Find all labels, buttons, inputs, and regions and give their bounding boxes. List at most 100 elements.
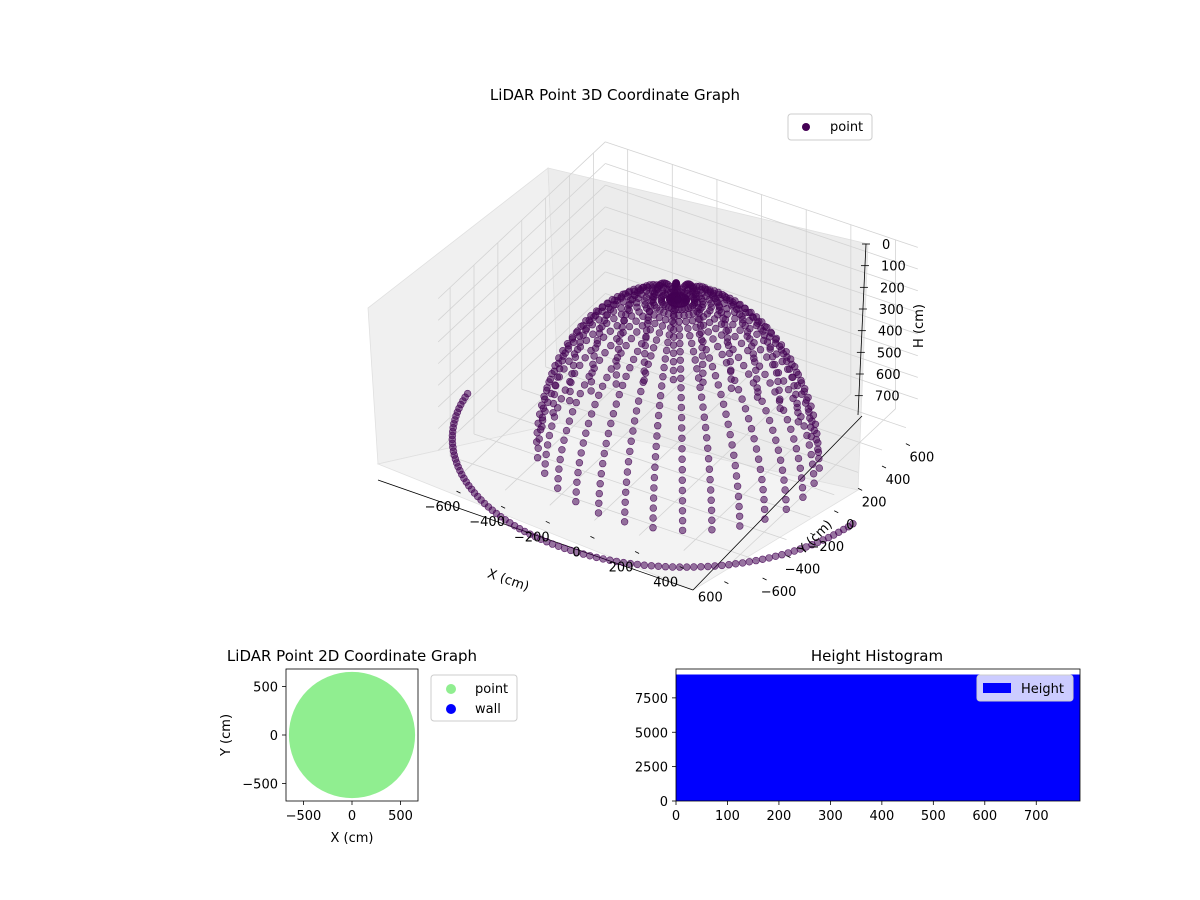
point-marker — [584, 419, 593, 428]
point-marker — [723, 338, 732, 346]
point-marker — [642, 332, 650, 341]
point-marker — [553, 404, 562, 412]
point-marker — [708, 363, 717, 371]
point-marker — [599, 333, 608, 341]
point-marker — [653, 432, 661, 440]
point-marker — [705, 465, 714, 473]
point-marker — [582, 429, 590, 437]
point-marker — [560, 365, 568, 373]
point-marker — [560, 544, 569, 553]
point-marker — [560, 436, 568, 444]
point-marker — [701, 423, 710, 432]
point-marker — [660, 363, 668, 372]
point-marker — [612, 371, 621, 379]
histogram-ticks: 0 100 200 300 400 500 600 700 0 2500 5000 7500 — [635, 692, 1049, 824]
point-marker — [759, 486, 767, 494]
point-marker — [776, 404, 784, 413]
point-marker — [575, 459, 584, 467]
point-marker — [613, 322, 621, 330]
point-marker — [756, 346, 765, 354]
legend-3d-label: point — [830, 120, 863, 135]
point-marker — [750, 435, 758, 443]
x-tick-label: 400 — [653, 576, 678, 591]
point-marker — [677, 384, 685, 392]
legend-3d-marker — [802, 123, 810, 131]
point-marker — [639, 312, 647, 320]
point-marker — [689, 347, 698, 356]
point-marker — [609, 410, 618, 418]
point-marker — [593, 340, 601, 348]
z-tick-label: 100 — [881, 260, 906, 275]
point-marker — [702, 346, 710, 354]
point-marker — [541, 460, 549, 468]
point-marker — [813, 429, 821, 438]
point-marker — [612, 357, 620, 365]
point-marker — [624, 458, 633, 466]
point-marker — [678, 516, 687, 525]
point-marker — [746, 335, 754, 343]
point-marker — [792, 390, 800, 399]
point-marker — [771, 552, 780, 560]
point-marker — [662, 346, 671, 355]
z-axis-label: H (cm) — [912, 304, 927, 348]
point-marker — [731, 560, 740, 568]
legend-2d-wall-marker — [446, 704, 456, 714]
point-marker — [696, 383, 704, 392]
legend-2d-point-marker — [446, 684, 456, 694]
point-marker — [798, 484, 807, 492]
point-marker — [650, 473, 659, 482]
point-marker — [625, 322, 634, 331]
point-marker — [602, 319, 611, 327]
point-marker — [651, 319, 659, 328]
point-marker — [652, 336, 661, 344]
point-marker — [735, 512, 744, 520]
point-marker — [649, 504, 657, 512]
point-marker — [617, 310, 626, 318]
grid-line-back-horizontal — [605, 184, 918, 292]
x-tick-label: −400 — [469, 515, 505, 530]
point-marker — [536, 425, 545, 434]
histogram-y-tick-label: 7500 — [635, 692, 668, 707]
legend-2d-point-label: point — [475, 682, 508, 697]
point-marker — [784, 549, 792, 557]
point-marker — [654, 562, 663, 570]
z-tick-label: 700 — [875, 390, 900, 405]
point-marker — [576, 389, 584, 398]
point-marker — [676, 348, 684, 356]
point-marker — [744, 370, 753, 378]
point-marker — [763, 338, 772, 346]
point-marker — [778, 466, 787, 474]
point-marker — [545, 431, 554, 440]
point-marker — [589, 330, 597, 338]
point-marker — [676, 339, 684, 348]
point-marker — [718, 350, 726, 359]
point-marker — [630, 417, 639, 425]
point-marker — [711, 562, 719, 570]
point-marker — [790, 435, 798, 443]
point-marker — [767, 329, 776, 337]
point-marker — [617, 304, 625, 312]
point-marker — [657, 382, 666, 390]
point-marker — [581, 354, 589, 362]
point-marker — [775, 342, 784, 351]
point-marker — [695, 330, 704, 338]
point-marker — [785, 365, 794, 373]
point-marker — [669, 375, 678, 384]
point-marker — [572, 488, 580, 496]
point-marker — [668, 317, 676, 325]
point-marker — [704, 562, 712, 571]
point-marker — [623, 468, 632, 476]
point-marker — [668, 563, 677, 571]
grid-line-back-horizontal — [605, 228, 918, 335]
point-marker — [575, 361, 584, 370]
point-marker — [587, 387, 595, 395]
point-marker — [741, 321, 749, 330]
z-tick-label: 500 — [877, 346, 902, 361]
point-marker — [579, 550, 588, 558]
plot2d-ylabel: Y (cm) — [219, 714, 234, 757]
z-tick-label: 200 — [880, 281, 905, 296]
point-marker — [738, 395, 746, 403]
point-marker — [639, 378, 647, 386]
point-marker — [729, 320, 737, 329]
point-marker — [565, 357, 573, 365]
